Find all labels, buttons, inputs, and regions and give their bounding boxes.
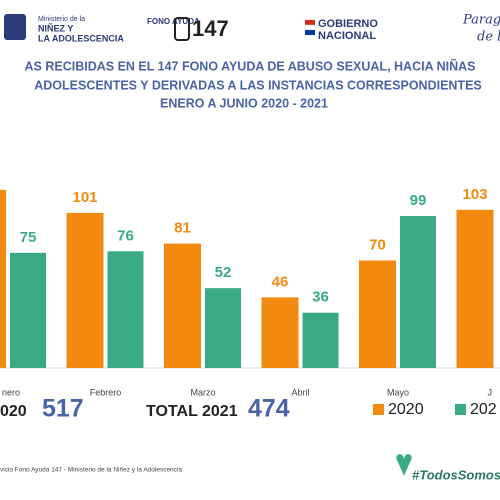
total-label: 020: [0, 403, 27, 420]
legend-label: 202: [470, 401, 497, 418]
ministry-logo: [4, 14, 26, 40]
bar: [10, 252, 46, 368]
x-tick-label: J: [488, 387, 493, 397]
x-tick-label: nero: [2, 387, 20, 397]
x-tick-label: Mayo: [387, 387, 409, 397]
fono-label: FONO AYUDA: [147, 17, 200, 26]
bar: [205, 288, 241, 368]
bar: [456, 209, 494, 368]
value-label: 99: [410, 192, 427, 209]
bar: [164, 243, 201, 368]
flag: [305, 20, 315, 25]
bar: [359, 260, 396, 368]
chart-title: AS RECIBIDAS EN EL 147 FONO AYUDA DE ABU…: [25, 58, 476, 73]
phone-icon: [174, 17, 190, 41]
bar: [400, 215, 436, 368]
gobierno: NACIONAL: [318, 30, 376, 42]
value-label: 46: [272, 273, 289, 290]
slogan: Paragu: [462, 13, 500, 28]
total-label: TOTAL 2021: [146, 403, 238, 420]
legend-swatch: [373, 404, 384, 415]
value-label: 75: [20, 229, 37, 246]
value-label: 52: [215, 264, 232, 281]
ministry-name: Ministerio de la: [38, 16, 85, 23]
value-label: 81: [174, 220, 191, 237]
flag: [304, 24, 316, 31]
bar: [107, 251, 144, 368]
slogan: de la: [477, 30, 500, 45]
total-value: 517: [42, 395, 84, 423]
value-label: 36: [312, 289, 329, 306]
value-label: 76: [117, 227, 134, 244]
legend-swatch: [455, 404, 466, 415]
ministry-name: NIÑEZ Y: [38, 23, 73, 33]
flag: [305, 30, 315, 35]
gobierno: GOBIERNO: [318, 18, 378, 30]
ribbon-icon: [396, 454, 412, 476]
value-label: 101: [72, 189, 97, 206]
chart-title: ADOLESCENTES Y DERIVADAS A LAS INSTANCIA…: [34, 78, 482, 92]
total-value: 474: [248, 395, 290, 423]
value-label: 103: [462, 186, 487, 203]
value-label: 70: [369, 236, 386, 253]
chart-title: ENERO A JUNIO 2020 - 2021: [160, 96, 328, 110]
bar: [261, 297, 299, 368]
hashtag: #TodosSomosRespo: [412, 467, 500, 482]
x-tick-label: Febrero: [90, 387, 122, 397]
bar: [66, 212, 104, 368]
ministry-name: LA ADOLESCENCIA: [38, 33, 124, 43]
x-tick-label: Marzo: [190, 387, 215, 397]
fono-number: 147: [192, 16, 229, 41]
bar: [302, 312, 339, 368]
bar: [0, 189, 6, 368]
legend-label: 2020: [388, 401, 424, 418]
source: vicio Fono Ayuda 147 - Ministerio de la …: [0, 467, 182, 474]
x-tick-label: Abril: [291, 387, 309, 397]
